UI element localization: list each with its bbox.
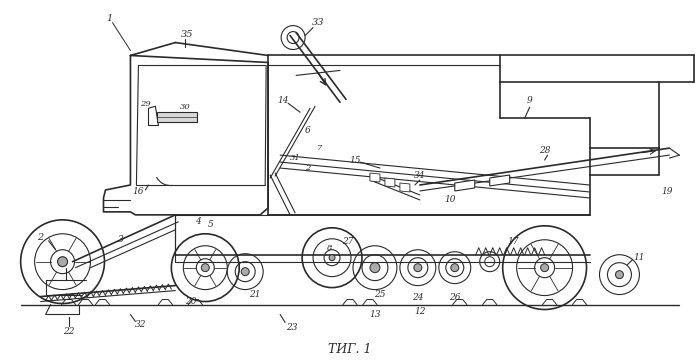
Text: 10: 10 (444, 195, 456, 204)
Text: 14: 14 (277, 96, 289, 105)
Polygon shape (455, 180, 475, 191)
Text: 7: 7 (317, 144, 323, 152)
Circle shape (451, 264, 458, 271)
Text: 2: 2 (305, 164, 311, 172)
Text: 21: 21 (249, 290, 261, 299)
Text: 28: 28 (539, 145, 550, 155)
Text: 6: 6 (305, 126, 311, 135)
Text: 27: 27 (342, 237, 354, 246)
Text: 2: 2 (38, 233, 43, 242)
Text: 22: 22 (63, 327, 74, 336)
Text: 20: 20 (185, 297, 196, 306)
Circle shape (414, 264, 422, 271)
Text: 1: 1 (106, 14, 113, 23)
Text: 34: 34 (414, 170, 426, 179)
Text: 8: 8 (328, 244, 332, 252)
Polygon shape (385, 178, 395, 187)
Text: 16: 16 (133, 187, 144, 196)
Text: 30: 30 (180, 103, 190, 111)
Text: 11: 11 (634, 253, 645, 262)
Text: 4: 4 (195, 217, 201, 226)
Text: 9: 9 (527, 96, 533, 105)
Polygon shape (158, 112, 197, 122)
Text: 31: 31 (290, 154, 300, 162)
Text: 23: 23 (286, 323, 298, 332)
Text: 33: 33 (312, 18, 324, 27)
Text: 26: 26 (449, 293, 461, 302)
Text: 17: 17 (507, 237, 519, 246)
Polygon shape (370, 173, 380, 182)
Text: 29: 29 (140, 100, 150, 108)
Text: 12: 12 (414, 307, 426, 316)
Text: 19: 19 (662, 187, 673, 196)
Text: 32: 32 (134, 320, 146, 329)
Circle shape (540, 264, 549, 271)
Text: 25: 25 (374, 290, 386, 299)
Circle shape (370, 263, 380, 273)
Polygon shape (490, 175, 510, 186)
Text: 13: 13 (369, 310, 381, 319)
Text: ΤИГ. 1: ΤИГ. 1 (328, 343, 372, 356)
Text: 24: 24 (412, 293, 423, 302)
Circle shape (615, 271, 624, 279)
Circle shape (57, 257, 68, 267)
Circle shape (202, 264, 209, 271)
Text: 5: 5 (207, 220, 214, 229)
Polygon shape (400, 183, 410, 192)
Circle shape (241, 268, 249, 276)
Text: 35: 35 (181, 30, 194, 39)
Circle shape (329, 255, 335, 261)
Text: 3: 3 (118, 235, 123, 244)
Text: 15: 15 (349, 156, 360, 165)
